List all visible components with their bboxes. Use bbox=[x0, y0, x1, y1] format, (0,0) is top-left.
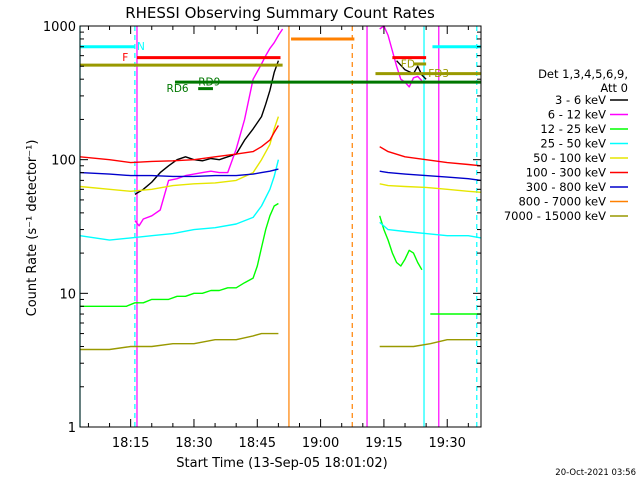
annotation-label: F bbox=[122, 52, 128, 64]
annotation-label: FD bbox=[401, 58, 415, 70]
series-line bbox=[396, 60, 427, 80]
y-tick-label: 100 bbox=[51, 154, 76, 169]
legend-entry: 3 - 6 keV bbox=[555, 93, 606, 107]
chart-title: RHESSI Observing Summary Count Rates bbox=[125, 4, 435, 22]
series-line bbox=[79, 116, 280, 193]
legend-entry: 300 - 800 keV bbox=[526, 180, 606, 194]
x-tick-label: 19:30 bbox=[428, 436, 465, 451]
series-line bbox=[80, 332, 279, 351]
y-axis-label: Count Rate (s⁻¹ detector⁻¹) bbox=[25, 140, 40, 317]
y-tick-label: 10 bbox=[59, 287, 76, 302]
series-line bbox=[134, 28, 284, 227]
axes: 18:15 18:30 18:45 19:00 19:15 19:30 1 10 100 1000 bbox=[43, 20, 481, 451]
x-tick-label: 19:15 bbox=[365, 436, 402, 451]
legend-header: Att 0 bbox=[600, 81, 628, 95]
x-tick-label: 18:30 bbox=[175, 436, 212, 451]
series-line bbox=[379, 183, 482, 193]
series-line bbox=[379, 25, 423, 88]
x-tick-label: 18:45 bbox=[239, 436, 276, 451]
series-line bbox=[379, 221, 482, 239]
series-line bbox=[79, 159, 280, 241]
x-tick-label: 19:00 bbox=[302, 436, 339, 451]
x-axis-label: Start Time (13-Sep-05 18:01:02) bbox=[176, 456, 387, 471]
legend-entry: 12 - 25 keV bbox=[540, 122, 606, 136]
x-tick-label: 18:15 bbox=[112, 436, 149, 451]
series-line bbox=[134, 60, 280, 195]
legend-entry: 25 - 50 keV bbox=[540, 137, 606, 151]
annotation-label: N bbox=[137, 41, 145, 53]
annotation-label: RD6 bbox=[167, 83, 189, 95]
legend-entry: 100 - 300 keV bbox=[526, 166, 606, 180]
annotation-label: RD9 bbox=[198, 77, 220, 89]
legend-entry: 6 - 12 keV bbox=[548, 108, 606, 122]
legend-header: Det 1,3,4,5,6,9, bbox=[538, 67, 628, 81]
series-line bbox=[379, 170, 482, 182]
y-tick-label: 1 bbox=[68, 421, 76, 436]
y-tick-label: 1000 bbox=[43, 20, 76, 35]
series-line bbox=[379, 215, 423, 271]
legend-entry: 7000 - 15000 keV bbox=[504, 209, 606, 223]
annotation-label: FD3 bbox=[428, 68, 449, 80]
series-line bbox=[379, 146, 482, 167]
plot-frame bbox=[79, 25, 482, 428]
series-line bbox=[379, 339, 481, 348]
data-series bbox=[79, 25, 482, 351]
legend-entry: 800 - 7000 keV bbox=[518, 195, 606, 209]
timestamp: 20-Oct-2021 03:56 bbox=[555, 468, 636, 478]
series-line bbox=[80, 202, 279, 307]
attenuator-annotations: NF RD9 RD6 FD3 FD bbox=[80, 37, 481, 95]
series-line bbox=[79, 168, 279, 178]
series-line bbox=[79, 125, 279, 164]
legend-entry: 50 - 100 keV bbox=[533, 151, 606, 165]
